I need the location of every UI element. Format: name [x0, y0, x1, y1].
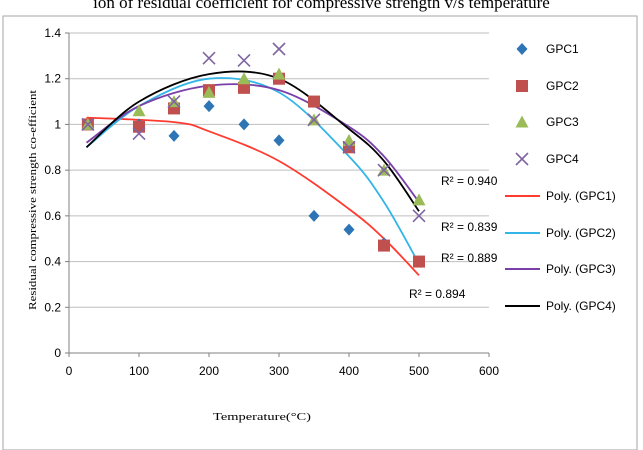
- data-point-gpc1: [238, 118, 250, 131]
- y-tick-label: 0.8: [44, 163, 61, 177]
- r2-label-4: R² = 0.940: [441, 174, 498, 188]
- data-point-gpc1: [343, 223, 355, 236]
- r2-label-2: R² = 0.839: [441, 220, 498, 234]
- x-tick-label: 400: [339, 364, 359, 378]
- legend-label: Poly. (GPC4): [546, 299, 616, 313]
- x-stroke: [342, 140, 356, 154]
- data-point-gpc4: [307, 113, 321, 127]
- data-point-gpc2: [238, 81, 250, 94]
- y-axis-title: Residual compressive strength co-efficie…: [27, 90, 39, 310]
- data-point-gpc3: [132, 104, 146, 117]
- data-point-gpc4: [272, 42, 286, 56]
- x-tick-label: 0: [66, 364, 73, 378]
- r2-labels: R² = 0.894 R² = 0.839 R² = 0.889 R² = 0.940: [409, 174, 498, 301]
- axes: [65, 32, 490, 357]
- x-stroke: [412, 209, 426, 223]
- x-stroke: [377, 163, 391, 177]
- x-stroke: [515, 152, 529, 166]
- x-tick-label: 300: [269, 364, 289, 378]
- x-stroke: [272, 42, 286, 56]
- legend-marker: [515, 115, 529, 128]
- data-point-gpc2: [133, 120, 145, 133]
- legend-marker: [516, 80, 528, 92]
- legend-marker: [516, 43, 528, 55]
- legend-label: GPC4: [546, 152, 579, 166]
- r2-label-1: R² = 0.894: [409, 287, 466, 301]
- x-tick-label: 600: [479, 364, 499, 378]
- legend-label: Poly. (GPC1): [546, 189, 616, 203]
- chart-frame: [2, 15, 638, 450]
- y-tick-label: 0.4: [44, 255, 61, 269]
- data-point-gpc2: [378, 239, 390, 252]
- tick-labels: 0 0.2 0.4 0.6 0.8 1 1.2 1.4 0 100 200 300 400 500 600: [44, 26, 499, 378]
- y-tick-label: 1.2: [44, 72, 61, 86]
- legend-label: Poly. (GPC3): [546, 262, 616, 276]
- r2-label-3: R² = 0.889: [441, 251, 498, 265]
- data-point-gpc3: [237, 72, 251, 85]
- page-title: ion of residual coefficient for compress…: [93, 0, 550, 12]
- y-tick-label: 0.6: [44, 209, 61, 223]
- data-points: [81, 42, 426, 268]
- data-point-gpc4: [132, 127, 146, 141]
- x-stroke: [307, 113, 321, 127]
- y-tick-label: 0.2: [44, 300, 61, 314]
- data-point-gpc4: [377, 163, 391, 177]
- data-point-gpc1: [273, 134, 285, 147]
- legend-label: GPC3: [546, 115, 579, 129]
- y-tick-label: 0: [54, 346, 61, 360]
- data-point-gpc4: [412, 209, 426, 223]
- x-stroke: [167, 95, 181, 109]
- data-point-gpc1: [168, 129, 180, 142]
- y-tick-label: 1: [54, 117, 61, 131]
- legend-label: GPC2: [546, 79, 579, 93]
- y-tick-label: 1.4: [44, 26, 61, 40]
- data-point-gpc4: [237, 53, 251, 67]
- x-tick-label: 200: [199, 364, 219, 378]
- legend-label: GPC1: [546, 42, 579, 56]
- data-point-gpc2: [308, 95, 320, 108]
- x-stroke: [202, 51, 216, 65]
- x-tick-label: 500: [409, 364, 429, 378]
- data-point-gpc3: [412, 193, 426, 206]
- data-point-gpc3: [272, 67, 286, 80]
- x-stroke: [132, 127, 146, 141]
- x-stroke: [81, 117, 95, 131]
- data-point-gpc4: [202, 51, 216, 65]
- x-tick-label: 100: [129, 364, 149, 378]
- data-point-gpc4: [342, 140, 356, 154]
- legend-marker: [515, 152, 529, 166]
- data-point-gpc1: [308, 209, 320, 222]
- x-stroke: [237, 53, 251, 67]
- legend-label: Poly. (GPC2): [546, 226, 616, 240]
- data-point-gpc4: [167, 95, 181, 109]
- data-point-gpc1: [203, 100, 215, 113]
- data-point-gpc4: [81, 117, 95, 131]
- data-point-gpc3: [202, 85, 216, 98]
- x-axis-title: Temperature(°C): [213, 411, 311, 423]
- data-point-gpc2: [413, 255, 425, 268]
- legend: GPC1 GPC2 GPC3 GPC4 Poly. (GPC1) Poly. (GPC2)…: [505, 42, 616, 313]
